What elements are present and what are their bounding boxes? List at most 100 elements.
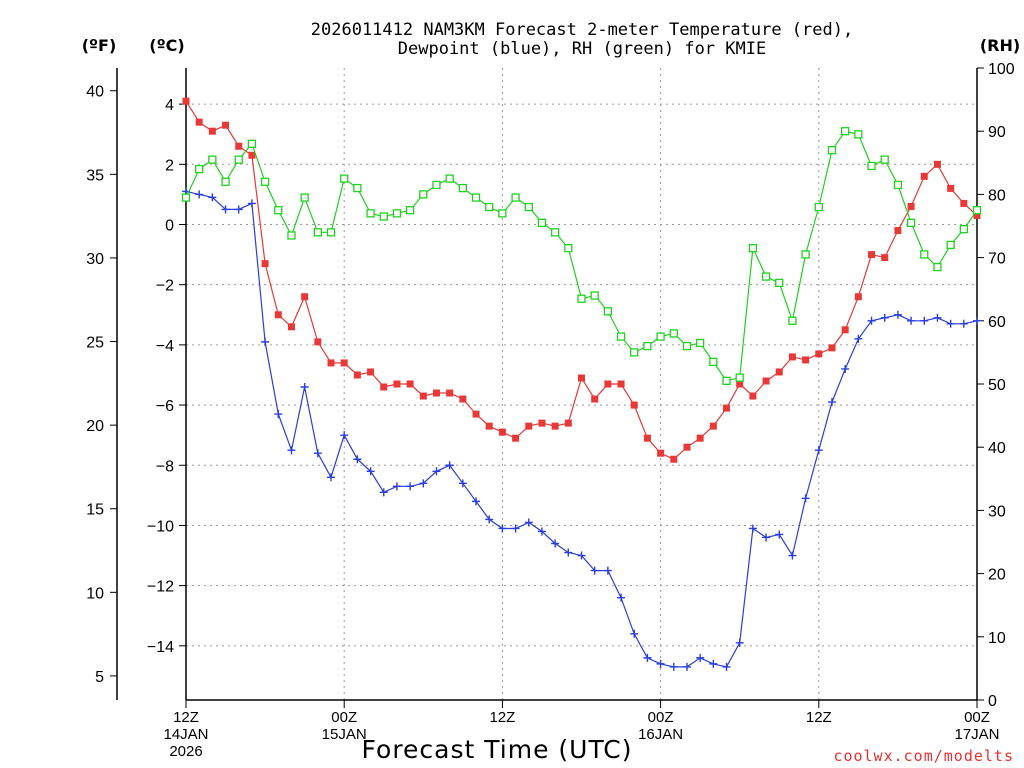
dewpoint-point-60	[973, 316, 981, 325]
x-tick-label-3-2: 16JAN	[638, 726, 683, 743]
rh-point-35	[643, 341, 652, 351]
2-meter-temperature-point-58	[947, 184, 955, 192]
x-axis-label: Forecast Time (UTC)	[362, 735, 633, 764]
dewpoint-point-31	[590, 566, 599, 575]
dewpoint-point-29	[564, 548, 573, 557]
2-meter-temperature-point-47	[802, 356, 810, 364]
rh-point-25	[511, 193, 520, 202]
x-tick-label-1-1: 00Z	[331, 709, 357, 726]
rh-point-26	[524, 202, 533, 212]
rh-point-14	[366, 209, 375, 218]
celsius-tick-label-4: −4	[156, 338, 174, 355]
2-meter-temperature-point-23	[485, 422, 493, 430]
rh-point-3	[221, 177, 230, 186]
2-meter-temperature-point-25	[512, 434, 520, 442]
2-meter-temperature-point-26	[525, 422, 533, 430]
2-meter-temperature-point-21	[459, 395, 467, 403]
2-meter-temperature-point-27	[538, 419, 546, 427]
x-tick-label-5-1: 00Z	[964, 709, 990, 726]
rh-point-19	[432, 180, 441, 190]
dewpoint-point-50	[841, 364, 850, 373]
rh-point-20	[445, 174, 454, 183]
2-meter-temperature-point-40	[709, 422, 717, 430]
dewpoint-point-49	[827, 398, 836, 407]
2-meter-temperature-point-15	[380, 383, 388, 391]
x-tick-label-0-2: 14JAN	[163, 726, 208, 743]
2-meter-temperature-point-51	[854, 293, 862, 301]
dewpoint-point-13	[353, 455, 362, 464]
dewpoint-point-18	[419, 479, 428, 488]
rh-point-44	[761, 272, 771, 281]
chart-title-line1: 2026011412 NAM3KM Forecast 2-meter Tempe…	[311, 20, 853, 40]
rh-point-57	[933, 262, 942, 272]
fahrenheit-unit-label: (ºF)	[82, 36, 117, 55]
dewpoint-point-21	[458, 479, 467, 488]
dewpoint-point-42	[735, 638, 744, 647]
dewpoint-point-20	[445, 461, 454, 470]
rh-point-9	[300, 193, 309, 202]
rh-point-59	[959, 225, 968, 234]
rh-point-39	[696, 338, 705, 348]
rh-tick-label-3: 70	[988, 251, 1006, 268]
rh-point-30	[577, 294, 586, 303]
rh-point-48	[814, 202, 823, 212]
fahrenheit-tick-label-2: 30	[86, 251, 104, 268]
dewpoint-point-15	[379, 488, 388, 497]
2-meter-temperature-point-7	[274, 311, 282, 319]
rh-point-36	[656, 332, 665, 341]
dewpoint-point-24	[498, 524, 507, 533]
2-meter-temperature-point-3	[222, 121, 230, 129]
dewpoint-point-39	[696, 653, 705, 662]
2-meter-temperature-point-9	[301, 293, 309, 301]
2-meter-temperature-point-17	[406, 380, 414, 388]
rh-unit-label: (RH)	[980, 36, 1020, 55]
celsius-tick-label-6: −8	[156, 458, 174, 475]
2-meter-temperature-point-53	[881, 254, 889, 262]
rh-point-22	[471, 193, 481, 202]
rh-point-54	[893, 180, 903, 190]
x-tick-label-2-1: 12Z	[489, 709, 515, 726]
dewpoint-point-30	[577, 551, 586, 560]
dewpoint-point-59	[959, 319, 968, 328]
rh-tick-label-9: 10	[988, 630, 1006, 647]
fahrenheit-tick-label-3: 25	[86, 335, 104, 352]
dewpoint-point-32	[603, 566, 612, 575]
rh-point-60	[972, 206, 982, 215]
dewpoint-point-12	[340, 431, 349, 440]
dewpoint-point-58	[946, 319, 955, 328]
dewpoint-point-9	[300, 383, 309, 392]
2-meter-temperature-point-11	[327, 359, 335, 367]
dewpoint-point-55	[907, 316, 916, 325]
2-meter-temperature-point-16	[393, 380, 401, 388]
2-meter-temperature-point-6	[261, 260, 269, 268]
dewpoint-point-4	[234, 205, 243, 214]
rh-point-18	[419, 190, 428, 199]
2-meter-temperature-point-57	[933, 160, 941, 168]
fahrenheit-tick-label-1: 35	[86, 167, 104, 184]
dewpoint-point-37	[669, 662, 678, 671]
rh-tick-label-1: 90	[988, 124, 1006, 141]
2-meter-temperature-point-2	[208, 127, 216, 135]
2-meter-temperature-point-56	[920, 172, 928, 180]
rh-point-53	[880, 155, 889, 164]
dewpoint-point-57	[933, 313, 942, 322]
dewpoint-point-27	[537, 527, 546, 536]
x-tick-label-5-2: 17JAN	[954, 726, 999, 743]
rh-point-27	[537, 218, 547, 227]
2-meter-temperature-point-32	[604, 380, 612, 388]
2-meter-temperature-point-20	[446, 389, 454, 397]
tick-labels: 420−2−4−6−8−10−12−1440353025201510510090…	[86, 61, 1015, 760]
dewpoint-point-19	[432, 467, 441, 476]
2-meter-temperature-point-35	[643, 434, 651, 442]
rh-point-45	[775, 278, 784, 288]
dewpoint-point-35	[643, 653, 652, 662]
fahrenheit-tick-label-5: 15	[86, 502, 104, 519]
dewpoint-point-1	[195, 190, 204, 199]
2-meter-temperature-point-50	[841, 326, 849, 334]
dewpoint-line	[185, 190, 978, 668]
dewpoint-point-6	[261, 337, 270, 346]
rh-point-37	[669, 329, 678, 338]
celsius-tick-label-7: −10	[147, 518, 174, 535]
celsius-tick-label-2: 0	[165, 217, 174, 234]
2-meter-temperature-point-39	[696, 434, 704, 442]
